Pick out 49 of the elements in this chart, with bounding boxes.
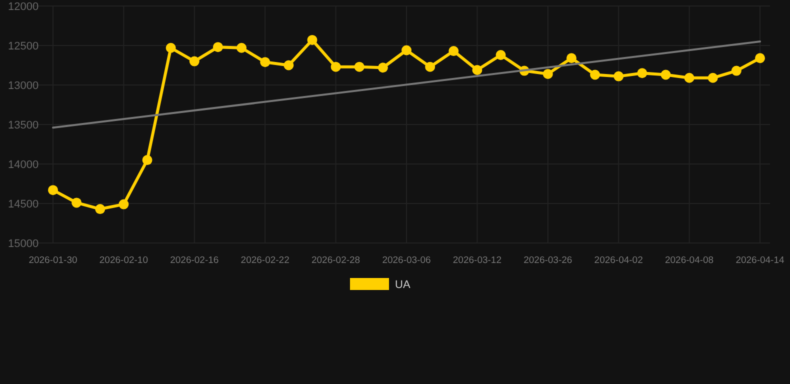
legend-label: UA bbox=[395, 278, 411, 291]
point bbox=[448, 46, 459, 56]
point bbox=[72, 198, 82, 208]
point bbox=[660, 70, 671, 80]
point bbox=[260, 57, 270, 68]
x-tick-label: 2026-04-02 bbox=[594, 255, 643, 266]
point bbox=[708, 72, 718, 83]
point bbox=[378, 62, 388, 73]
x-tick-label: 2026-03-06 bbox=[382, 255, 431, 266]
y-tick-label: 14500 bbox=[8, 198, 39, 210]
point bbox=[166, 42, 176, 53]
y-tick-label: 12000 bbox=[8, 0, 39, 13]
x-tick-label: 2026-02-16 bbox=[170, 255, 219, 266]
y-tick-label: 15000 bbox=[8, 238, 39, 250]
x-tick-label: 2026-02-22 bbox=[240, 255, 290, 266]
point bbox=[590, 70, 600, 80]
x-tick-label: 2026-02-10 bbox=[99, 255, 148, 266]
point bbox=[48, 185, 58, 196]
point bbox=[684, 72, 694, 83]
y-tick-label: 12500 bbox=[8, 40, 39, 52]
y-tick-label: 13500 bbox=[8, 119, 39, 132]
point bbox=[755, 53, 765, 64]
point bbox=[496, 50, 506, 60]
point bbox=[236, 42, 247, 53]
point bbox=[212, 42, 223, 52]
point bbox=[637, 68, 648, 78]
point bbox=[307, 34, 318, 45]
x-tick-label: 2026-03-26 bbox=[524, 255, 572, 266]
point bbox=[425, 62, 436, 72]
point bbox=[95, 204, 106, 214]
x-tick-label: 2026-01-30 bbox=[28, 255, 78, 266]
point bbox=[402, 45, 412, 56]
x-tick-label: 2026-03-12 bbox=[452, 255, 502, 266]
point bbox=[614, 71, 624, 82]
point bbox=[566, 53, 576, 64]
y-tick-label: 13000 bbox=[8, 80, 39, 92]
point bbox=[284, 60, 294, 70]
x-tick-label: 2026-04-14 bbox=[736, 255, 784, 266]
x-tick-label: 2026-04-08 bbox=[664, 255, 714, 266]
point bbox=[542, 68, 553, 79]
point bbox=[189, 56, 200, 66]
y-tick-label: 14000 bbox=[8, 158, 39, 171]
point bbox=[142, 155, 152, 166]
point bbox=[731, 66, 742, 76]
point bbox=[330, 62, 341, 72]
x-tick-label: 2026-02-28 bbox=[311, 255, 360, 266]
point bbox=[472, 64, 482, 75]
point bbox=[354, 62, 364, 72]
point bbox=[118, 199, 129, 210]
